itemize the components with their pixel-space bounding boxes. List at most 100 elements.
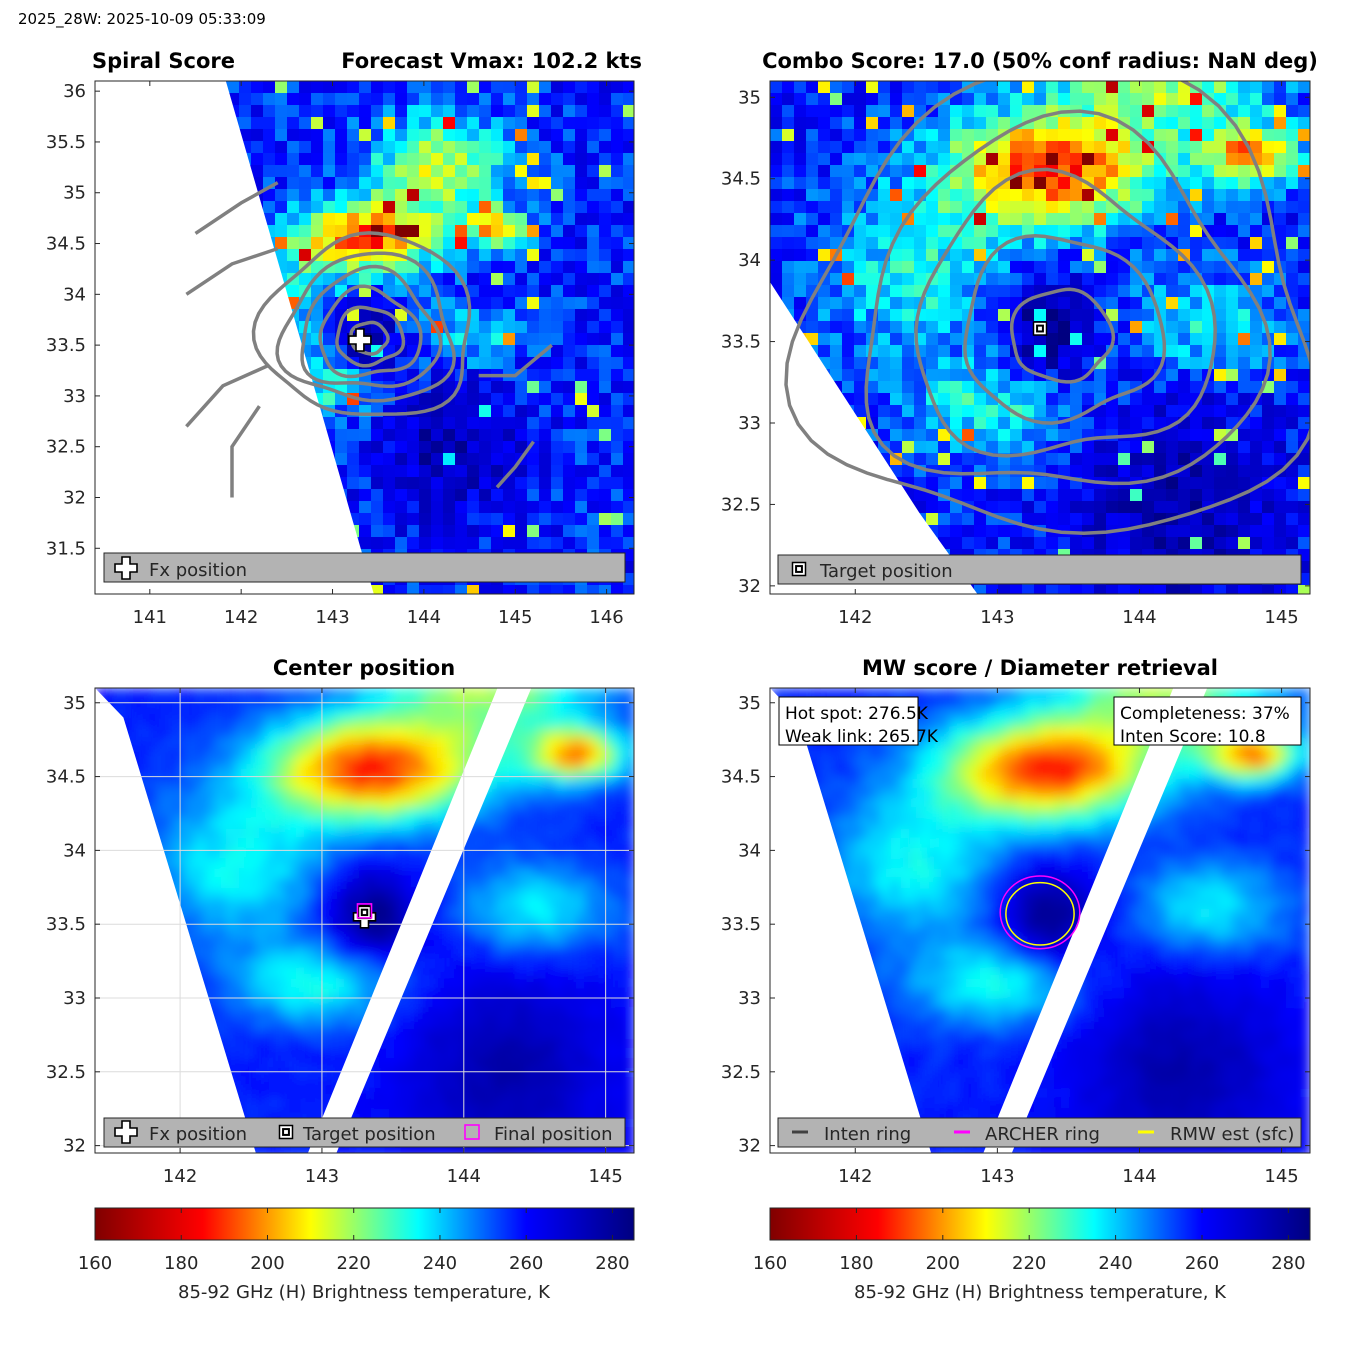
legend-fx-cross-icon bbox=[114, 556, 138, 580]
combo-legend-target-label: Target position bbox=[819, 561, 953, 582]
center-no-data-wedge bbox=[95, 688, 256, 1153]
spiral-swath-gap bbox=[95, 81, 374, 594]
x-tick-label: 143 bbox=[980, 607, 1014, 628]
spiral-legend-fx-label: Fx position bbox=[149, 560, 247, 581]
combo-swath-gap bbox=[770, 282, 978, 594]
x-tick-label: 143 bbox=[980, 1166, 1014, 1187]
mw-legend-inten-label: Inten ring bbox=[824, 1124, 911, 1145]
y-tick-label: 32.5 bbox=[721, 1062, 761, 1083]
center-legend-target-label: Target position bbox=[302, 1124, 436, 1145]
y-tick-label: 34 bbox=[63, 284, 86, 305]
colorbar-right-label: 85-92 GHz (H) Brightness temperature, K bbox=[854, 1282, 1227, 1303]
x-tick-label: 144 bbox=[1122, 607, 1156, 628]
center-legend: Fx position Target position Final positi… bbox=[103, 1117, 626, 1148]
spiral-legend: Fx position bbox=[103, 552, 626, 583]
x-tick-label: 144 bbox=[447, 1166, 481, 1187]
rmw-ring bbox=[1005, 881, 1075, 946]
mw-info-left-box bbox=[778, 696, 919, 746]
y-tick-label: 34.5 bbox=[46, 234, 86, 255]
colorbar-tick-label: 200 bbox=[250, 1253, 284, 1274]
colorbar-left-ticks: 160 180 200 220 240 260 280 bbox=[78, 1208, 630, 1274]
colorbar-right-ticks: 160 180 200 220 240 260 280 bbox=[753, 1208, 1306, 1274]
combo-ticks: 142 143 144 145 32 32.5 33 33.5 34 34.5 35 bbox=[721, 81, 1310, 628]
legend-target-square-icon bbox=[278, 1124, 294, 1140]
y-tick-label: 33.5 bbox=[46, 914, 86, 935]
x-tick-label: 145 bbox=[588, 1166, 622, 1187]
combo-score-panel: Combo Score: 17.0 (50% conf radius: NaN … bbox=[721, 49, 1318, 628]
mw-rings bbox=[999, 875, 1081, 950]
center-legend-final-label: Final position bbox=[494, 1124, 613, 1145]
colorbar-tick-label: 260 bbox=[509, 1253, 543, 1274]
y-tick-label: 33 bbox=[738, 413, 761, 434]
colorbar-left: 160 180 200 220 240 260 280 85-92 GHz (H) Brig… bbox=[78, 1207, 635, 1303]
combo-axes-box bbox=[769, 80, 1311, 595]
spiral-score-panel: Spiral Score Forecast Vmax: 102.2 kts 14… bbox=[46, 49, 642, 628]
colorbar-tick-label: 160 bbox=[753, 1253, 787, 1274]
mw-hot-spot: Hot spot: 276.5K bbox=[785, 704, 929, 724]
x-tick-label: 141 bbox=[133, 607, 167, 628]
x-tick-label: 143 bbox=[315, 607, 349, 628]
colorbar-tick-label: 160 bbox=[78, 1253, 112, 1274]
colorbar-tick-label: 180 bbox=[164, 1253, 198, 1274]
y-tick-label: 33 bbox=[63, 988, 86, 1009]
x-tick-label: 145 bbox=[498, 607, 532, 628]
spiral-title-left: Spiral Score bbox=[92, 49, 235, 73]
x-tick-label: 142 bbox=[224, 607, 258, 628]
mw-info-left: Hot spot: 276.5K Weak link: 265.7K bbox=[778, 696, 939, 747]
colorbar-left-gradient bbox=[94, 1207, 635, 1241]
spiral-ticks: 141 142 143 144 145 146 31.5 32 32.5 33 33.5 34 34.5… bbox=[46, 81, 634, 628]
spiral-markers bbox=[348, 328, 372, 352]
x-tick-label: 145 bbox=[1264, 607, 1298, 628]
y-tick-label: 32.5 bbox=[721, 494, 761, 515]
colorbar-tick-label: 220 bbox=[1012, 1253, 1046, 1274]
x-tick-label: 145 bbox=[1264, 1166, 1298, 1187]
center-legend-box bbox=[103, 1117, 626, 1148]
mw-weak-link: Weak link: 265.7K bbox=[785, 727, 939, 747]
colorbar-tick-label: 180 bbox=[839, 1253, 873, 1274]
x-tick-label: 142 bbox=[163, 1166, 197, 1187]
archer-ring bbox=[999, 875, 1081, 950]
combo-contours bbox=[784, 81, 1310, 536]
center-legend-fx-label: Fx position bbox=[149, 1124, 247, 1145]
legend-fx-cross-icon bbox=[114, 1120, 138, 1144]
combo-legend: Target position bbox=[777, 554, 1302, 585]
mw-inten-score: Inten Score: 10.8 bbox=[1120, 727, 1266, 747]
y-tick-label: 32.5 bbox=[46, 437, 86, 458]
colorbar-tick-label: 240 bbox=[1098, 1253, 1132, 1274]
colorbar-tick-label: 220 bbox=[337, 1253, 371, 1274]
mw-info-right-box bbox=[1113, 696, 1302, 746]
combo-markers bbox=[1032, 321, 1048, 336]
y-tick-label: 33 bbox=[63, 386, 86, 407]
x-tick-label: 142 bbox=[838, 1166, 872, 1187]
y-tick-label: 35 bbox=[738, 87, 761, 108]
y-tick-label: 32 bbox=[63, 487, 86, 508]
colorbar-tick-label: 200 bbox=[926, 1253, 960, 1274]
x-tick-label: 146 bbox=[589, 607, 623, 628]
mw-ticks: 142 143 144 145 32 32.5 33 33.5 34 34.5 35 bbox=[721, 688, 1310, 1187]
mw-legend: Inten ring ARCHER ring RMW est (sfc) bbox=[777, 1117, 1302, 1148]
y-tick-label: 33 bbox=[738, 988, 761, 1009]
combo-title: Combo Score: 17.0 (50% conf radius: NaN … bbox=[762, 49, 1318, 73]
y-tick-label: 36 bbox=[63, 81, 86, 102]
x-tick-label: 144 bbox=[1122, 1166, 1156, 1187]
figure-header: 2025_28W: 2025-10-09 05:33:09 bbox=[18, 10, 266, 29]
mw-no-data-wedge bbox=[770, 688, 932, 1153]
center-swath-gap bbox=[307, 688, 532, 1153]
x-tick-label: 142 bbox=[838, 607, 872, 628]
x-tick-label: 144 bbox=[407, 607, 441, 628]
y-tick-label: 35 bbox=[738, 693, 761, 714]
colorbar-tick-label: 280 bbox=[595, 1253, 629, 1274]
y-tick-label: 35 bbox=[63, 183, 86, 204]
y-tick-label: 34 bbox=[63, 840, 86, 861]
colorbar-tick-label: 240 bbox=[423, 1253, 457, 1274]
target-square-marker bbox=[357, 905, 372, 920]
y-tick-label: 33.5 bbox=[721, 332, 761, 353]
legend-target-square-icon bbox=[791, 561, 807, 577]
y-tick-label: 35.5 bbox=[46, 132, 86, 153]
x-tick-label: 143 bbox=[305, 1166, 339, 1187]
y-tick-label: 33.5 bbox=[721, 914, 761, 935]
y-tick-label: 33.5 bbox=[46, 335, 86, 356]
center-title: Center position bbox=[273, 656, 455, 680]
spiral-contours bbox=[185, 181, 553, 498]
